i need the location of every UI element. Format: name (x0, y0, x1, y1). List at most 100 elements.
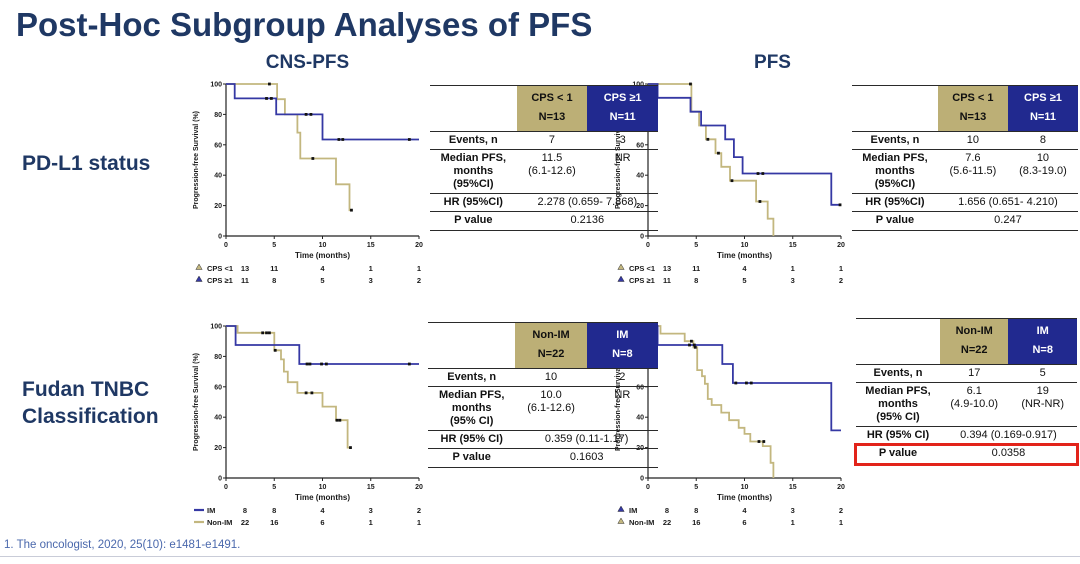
censor-mark (311, 157, 315, 160)
censor-mark (305, 362, 309, 366)
table-row: Median PFS, months (95%CI) 11.5 (6.1-12.… (430, 150, 658, 195)
y-tick-label: 40 (636, 415, 644, 422)
at-risk-count: 13 (663, 264, 671, 273)
at-risk-count: 6 (320, 518, 324, 527)
y-axis-label: Progression-free Survival (%) (193, 111, 200, 209)
y-tick-label: 0 (218, 476, 222, 483)
legend-cps-1-triangle-icon (195, 275, 203, 282)
censor-mark (304, 113, 308, 116)
x-tick-label: 10 (319, 484, 327, 491)
x-tick-label: 5 (694, 242, 698, 249)
x-tick-label: 20 (415, 242, 423, 249)
at-risk-series-name: IM (629, 506, 637, 515)
censor-mark (268, 82, 271, 86)
y-tick-label: 20 (214, 445, 222, 452)
row-label: Events, n (447, 370, 497, 383)
km-chart-cns-pfs-pdl1: 0 20 40 60 80 100 0 5 10 15 20 Time (months) Progres… (190, 78, 425, 292)
at-risk-series-name: CPS <1 (207, 264, 233, 273)
stats-table-pdl1-cns: CPS < 1 N=13 CPS ≥1 N=11 Events, n 7 3 M… (430, 85, 658, 231)
at-risk-count: 8 (694, 276, 698, 285)
km-curve-cps-1 (648, 83, 775, 236)
at-risk-count: 1 (839, 518, 843, 527)
cell-value: 17 (968, 366, 981, 379)
table-header-row: CPS < 1 N=13 CPS ≥1 N=11 (430, 86, 658, 132)
stats-table-fudan-cns: Non-IM N=22 IM N=8 Events, n 10 2 Median… (428, 322, 658, 468)
km-curve-im (226, 325, 419, 365)
x-tick-label: 20 (837, 484, 845, 491)
censor-mark (308, 362, 312, 366)
table-corner-cell (856, 319, 940, 364)
cell-value: 2 (619, 370, 626, 383)
km-curve-cps-1 (226, 83, 353, 212)
row-label: Median PFS, months (95%CI) (440, 151, 507, 191)
table-row: Median PFS, months (95%CI) 7.6 (5.6-11.5… (852, 150, 1078, 195)
bottom-divider (0, 556, 1080, 557)
table-row: P value 0.2136 (430, 212, 658, 231)
y-axis-label: Progression-free Survival (%) (615, 111, 622, 209)
at-risk-series-name: IM (207, 506, 215, 515)
table-row: Events, n 10 2 (428, 369, 658, 387)
at-risk-count: 6 (742, 518, 746, 527)
at-risk-series-name: CPS <1 (629, 264, 655, 273)
censor-mark (338, 418, 342, 422)
x-tick-label: 10 (741, 484, 749, 491)
table-header-im: IM N=8 (586, 323, 658, 368)
km-curve-non-im (226, 325, 352, 449)
km-curve-non-im (648, 325, 775, 478)
x-axis-label: Time (months) (295, 251, 350, 260)
row-label: P value (454, 214, 493, 227)
citation-footnote: 1. The oncologist, 2020, 25(10): e1481-e… (4, 539, 241, 551)
table-row: HR (95%CI) 1.656 (0.651- 4.210) (852, 194, 1078, 213)
y-tick-label: 40 (636, 173, 644, 180)
censor-mark (310, 391, 314, 395)
cell-value: 1.656 (0.651- 4.210) (958, 196, 1058, 209)
at-risk-count: 2 (839, 506, 843, 515)
censor-mark (324, 362, 328, 366)
at-risk-count: 22 (663, 518, 671, 527)
cell-value: 10 (966, 133, 980, 146)
censor-mark (761, 172, 765, 175)
cell-value: 19 (NR-NR) (1021, 384, 1065, 410)
y-tick-label: 40 (214, 173, 222, 180)
censor-mark (692, 343, 696, 347)
censor-mark (689, 82, 692, 86)
at-risk-count: 2 (417, 506, 421, 515)
x-tick-label: 15 (367, 484, 375, 491)
at-risk-series-name: Non-IM (207, 518, 232, 527)
row-label: P value (878, 447, 918, 460)
censor-mark (690, 339, 693, 343)
row-label: HR (95% CI) (440, 433, 503, 446)
column-header-pfs: PFS (754, 52, 791, 73)
y-axis-label: Progression-free Survival (%) (193, 353, 200, 451)
cell-value: 5 (1039, 366, 1046, 379)
cell-value: 10 (8.3-19.0) (1019, 151, 1067, 177)
at-risk-count: 4 (742, 264, 747, 273)
x-tick-label: 0 (646, 484, 650, 491)
censor-mark (273, 348, 277, 352)
x-axis-label: Time (months) (717, 251, 772, 260)
at-risk-count: 1 (791, 264, 795, 273)
at-risk-count: 8 (272, 506, 276, 515)
censor-mark (758, 200, 762, 203)
cell-value: NR (614, 388, 631, 401)
at-risk-series-name: CPS ≥1 (207, 276, 233, 285)
censor-mark (335, 418, 339, 422)
y-tick-label: 40 (214, 415, 222, 422)
table-header-cps-lt1: CPS < 1 N=13 (516, 86, 588, 131)
row-label-fudan-tnbc: Fudan TNBC Classification (22, 378, 159, 428)
table-row: Events, n 17 5 (856, 365, 1077, 383)
table-header-non-im: Non-IM N=22 (939, 319, 1009, 364)
censor-mark (706, 137, 710, 141)
censor-mark (337, 138, 341, 141)
row-label: P value (875, 214, 915, 227)
table-corner-cell (428, 323, 515, 368)
y-tick-label: 60 (214, 384, 222, 391)
x-tick-label: 0 (646, 242, 650, 249)
censor-mark (749, 381, 753, 385)
at-risk-count: 1 (417, 518, 421, 527)
y-tick-label: 100 (210, 82, 222, 89)
x-tick-label: 10 (319, 242, 327, 249)
axes (647, 84, 841, 237)
